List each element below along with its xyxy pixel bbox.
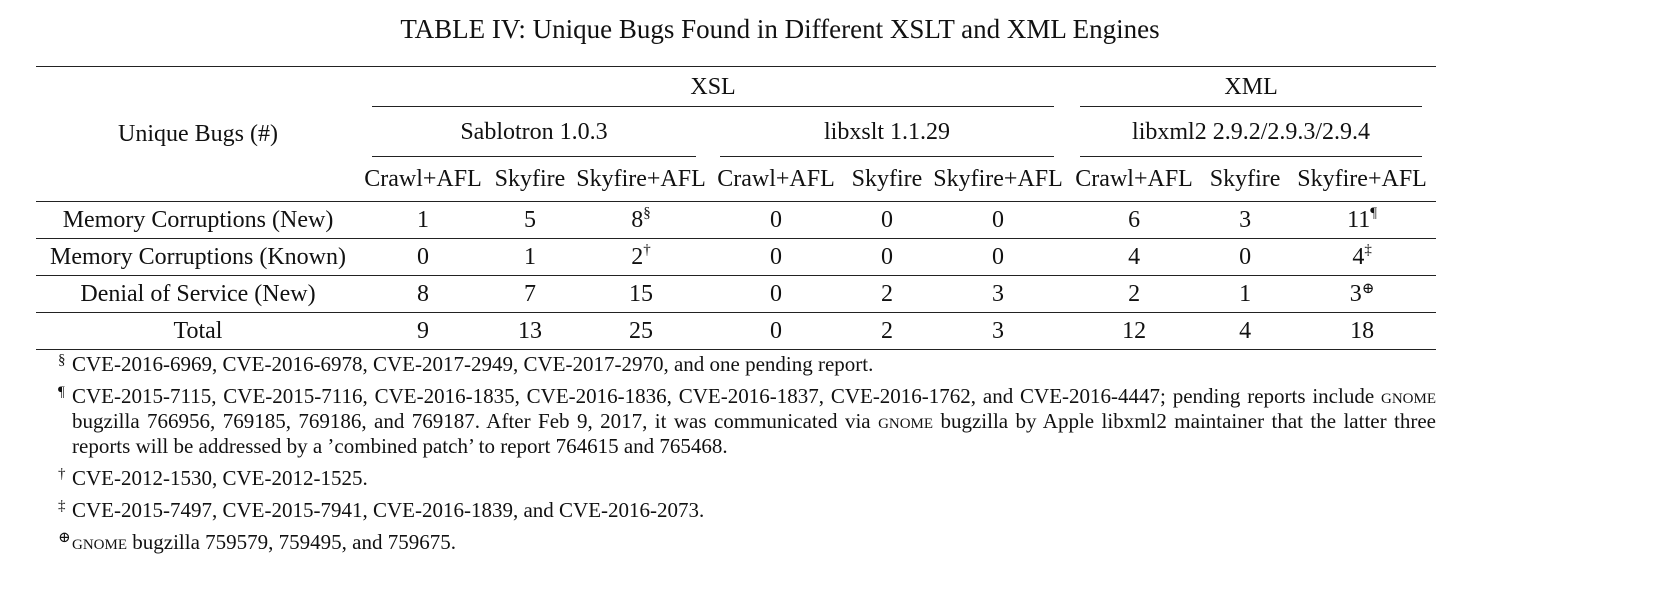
- footnote-text: CVE-2012-1530, CVE-2012-1525.: [72, 466, 368, 490]
- footnote-mark: ‡: [58, 498, 66, 514]
- table-cell: 5: [486, 201, 574, 239]
- table-cell: 25: [574, 312, 708, 350]
- table-cell: 0: [844, 201, 930, 239]
- footnote-mark: †: [58, 466, 66, 482]
- table-cell: 0: [708, 201, 844, 239]
- table-cell: 1: [486, 238, 574, 276]
- table-row: Denial of Service (New) 8 7 15 0 2 3 2 1 3⊕: [36, 275, 1437, 313]
- table-cell: 7: [486, 275, 574, 313]
- table-cell: 8§: [574, 201, 708, 239]
- table-cell: 12: [1066, 312, 1203, 350]
- footnote-mark: §: [58, 352, 66, 368]
- column-header: Skyfire+AFL: [576, 165, 706, 192]
- footnote-text: CVE-2016-6969, CVE-2016-6978, CVE-2017-2…: [72, 352, 874, 376]
- footnote-marker: ¶: [1370, 204, 1378, 221]
- row-label: Memory Corruptions (Known): [36, 238, 360, 276]
- table-cell: 13: [486, 312, 574, 350]
- footnote-marker: ⊕: [1361, 280, 1375, 297]
- bugs-table: Unique Bugs (#) XSL XML Sablotron 1.0.3 …: [36, 66, 1437, 350]
- table-cell: 2: [844, 275, 930, 313]
- column-header: Crawl+AFL: [717, 165, 835, 192]
- table-cell: 11¶: [1288, 201, 1437, 239]
- engine-header-libxslt: libxslt 1.1.29: [708, 107, 1066, 157]
- engine-header-sablotron: Sablotron 1.0.3: [360, 107, 708, 157]
- table-cell: 6: [1066, 201, 1203, 239]
- row-label: Memory Corruptions (New): [36, 201, 360, 239]
- table-cell: 1: [1202, 275, 1289, 313]
- table-cell: 3: [930, 312, 1067, 350]
- footnote-text: CVE-2015-7497, CVE-2015-7941, CVE-2016-1…: [72, 498, 705, 522]
- table-cell: 3⊕: [1288, 275, 1437, 313]
- column-header: Skyfire: [1209, 165, 1281, 192]
- table-cell: 0: [708, 312, 844, 350]
- table-caption: TABLE IV: Unique Bugs Found in Different…: [400, 14, 1160, 44]
- table-cell: 4: [1202, 312, 1289, 350]
- group-header-xsl: XSL: [360, 66, 1067, 107]
- table-row: Memory Corruptions (New) 1 5 8§ 0 0 0 6 3 11¶: [36, 201, 1437, 239]
- table-cell: 9: [360, 312, 486, 350]
- footnote-mark: ¶: [58, 384, 65, 400]
- column-header: Skyfire+AFL: [1297, 165, 1427, 192]
- table-cell: 0: [360, 238, 486, 276]
- footnote-text: gnome bugzilla 759579, 759495, and 75967…: [72, 530, 456, 554]
- footnote: ‡ CVE-2015-7497, CVE-2015-7941, CVE-2016-…: [58, 498, 1436, 523]
- table-cell: 4: [1066, 238, 1203, 276]
- table-cell: 0: [708, 238, 844, 276]
- engine-header-libxml2: libxml2 2.9.2/2.9.3/2.9.4: [1066, 107, 1436, 157]
- footnote-marker: †: [643, 241, 651, 258]
- table-cell: 3: [930, 275, 1067, 313]
- footnote-marker: §: [643, 204, 651, 221]
- footnote-marker: ‡: [1364, 241, 1372, 258]
- table-cell: 2: [1066, 275, 1203, 313]
- table-cell: 4‡: [1288, 238, 1437, 276]
- table-cell: 1: [360, 201, 486, 239]
- table-cell: 2: [844, 312, 930, 350]
- row-label: Denial of Service (New): [36, 275, 360, 313]
- group-header-xml: XML: [1066, 66, 1437, 107]
- footnote-text: CVE-2015-7115, CVE-2015-7116, CVE-2016-1…: [72, 384, 1437, 458]
- footnote: † CVE-2012-1530, CVE-2012-1525.: [58, 466, 1436, 491]
- footnote: ⊕ gnome bugzilla 759579, 759495, and 7596…: [58, 530, 1436, 555]
- footnote: § CVE-2016-6969, CVE-2016-6978, CVE-2017-…: [58, 352, 1436, 377]
- column-header: Skyfire+AFL: [933, 165, 1063, 192]
- table-cell: 0: [708, 275, 844, 313]
- table-cell: 3: [1202, 201, 1289, 239]
- column-header: Skyfire: [851, 165, 923, 192]
- row-label: Total: [36, 312, 360, 350]
- table-cell: 18: [1288, 312, 1437, 350]
- table-cell: 2†: [574, 238, 708, 276]
- column-header: Crawl+AFL: [364, 165, 482, 192]
- table-cell: 15: [574, 275, 708, 313]
- table-cell: 0: [1202, 238, 1289, 276]
- table-row: Memory Corruptions (Known) 0 1 2† 0 0 0 4 0 4‡: [36, 238, 1437, 276]
- table-cell: 8: [360, 275, 486, 313]
- table-cell: 0: [930, 238, 1067, 276]
- column-header: Skyfire: [494, 165, 566, 192]
- table-cell: 0: [844, 238, 930, 276]
- table-row: Total 9 13 25 0 2 3 12 4 18: [36, 312, 1437, 350]
- footnote: ¶ CVE-2015-7115, CVE-2015-7116, CVE-2016-…: [58, 384, 1436, 459]
- table-cell: 0: [930, 201, 1067, 239]
- row-header-label: Unique Bugs (#): [36, 66, 360, 202]
- footnote-mark: ⊕: [58, 530, 71, 546]
- column-header: Crawl+AFL: [1075, 165, 1193, 192]
